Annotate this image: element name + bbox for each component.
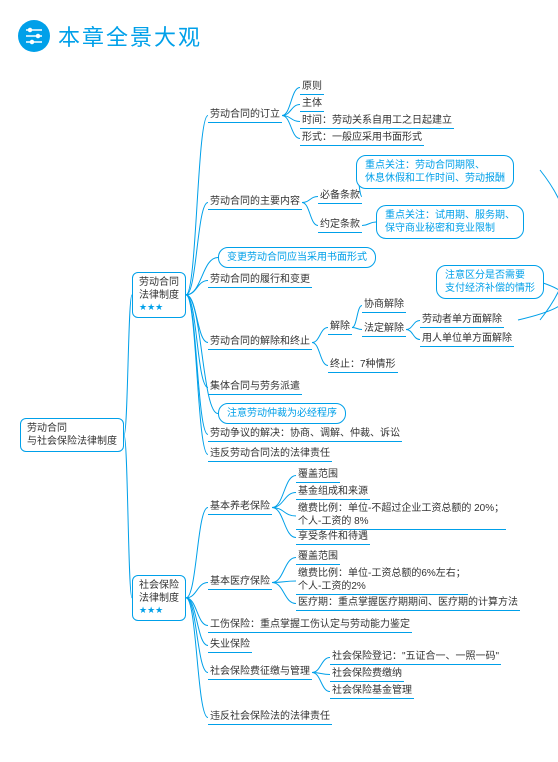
mindmap-node: 劳动合同的履行和变更	[208, 273, 312, 288]
mindmap-node: 用人单位单方面解除	[420, 332, 514, 347]
mindmap-node: 缴费比例：单位-工资总额的6%左右；个人-工资的2%	[296, 567, 468, 595]
mindmap-node: 社会保险登记："五证合一、一照一码"	[330, 650, 501, 665]
mindmap-node: 享受条件和待遇	[296, 530, 370, 545]
star-rating: ★★★	[139, 302, 179, 314]
mindmap-node: 社会保险基金管理	[330, 684, 414, 699]
mindmap-node: 劳动合同与社会保险法律制度	[20, 418, 124, 452]
mindmap-node: 劳动合同的主要内容	[208, 195, 302, 210]
mindmap-node: 劳动合同法律制度★★★	[132, 272, 186, 318]
mindmap-node: 劳动者单方面解除	[420, 313, 504, 328]
mindmap-node: 解除	[328, 320, 352, 335]
mindmap-node: 医疗期：重点掌握医疗期期间、医疗期的计算方法	[296, 596, 520, 611]
mindmap-node: 注意区分是否需要支付经济补偿的情形	[436, 265, 544, 299]
mindmap-node: 劳动合同的解除和终止	[208, 335, 312, 350]
mindmap-node: 必备条款	[318, 189, 362, 204]
mindmap-node: 违反社会保险法的法律责任	[208, 710, 332, 725]
mindmap-node: 覆盖范围	[296, 468, 340, 483]
mindmap-node: 约定条款	[318, 218, 362, 233]
mindmap-node: 重点关注：劳动合同期限、休息休假和工作时间、劳动报酬	[356, 155, 514, 189]
mindmap-node: 覆盖范围	[296, 550, 340, 565]
mindmap-node: 注意劳动仲裁为必经程序	[218, 403, 346, 424]
mindmap-node: 基本医疗保险	[208, 575, 272, 590]
mindmap-node: 时间：劳动关系自用工之日起建立	[300, 114, 454, 129]
mindmap-node: 基本养老保险	[208, 500, 272, 515]
mindmap-node: 集体合同与劳务派遣	[208, 380, 302, 395]
star-rating: ★★★	[139, 605, 179, 617]
mindmap-node: 劳动争议的解决：协商、调解、仲裁、诉讼	[208, 427, 402, 442]
mindmap-node: 法定解除	[362, 322, 406, 337]
mindmap-node: 违反劳动合同法的法律责任	[208, 447, 332, 462]
mindmap-node: 社会保险法律制度★★★	[132, 575, 186, 621]
mindmap-node: 形式：一般应采用书面形式	[300, 131, 424, 146]
mindmap-node: 协商解除	[362, 298, 406, 313]
mindmap-node: 社会保险费征缴与管理	[208, 665, 312, 680]
mindmap-node: 工伤保险：重点掌握工伤认定与劳动能力鉴定	[208, 618, 412, 633]
mindmap-node: 原则	[300, 80, 324, 95]
mindmap-node: 主体	[300, 97, 324, 112]
mindmap-node: 失业保险	[208, 638, 252, 653]
mindmap-node: 社会保险费缴纳	[330, 667, 404, 682]
mindmap-node: 终止：7种情形	[328, 358, 398, 373]
mindmap-node: 劳动合同的订立	[208, 108, 282, 123]
mindmap-node: 缴费比例：单位-不超过企业工资总额的 20%；个人-工资的 8%	[296, 502, 506, 530]
mindmap-node: 变更劳动合同应当采用书面形式	[218, 247, 376, 268]
mindmap-node: 重点关注：试用期、服务期、保守商业秘密和竞业限制	[376, 205, 524, 239]
mindmap-node: 基金组成和来源	[296, 485, 370, 500]
